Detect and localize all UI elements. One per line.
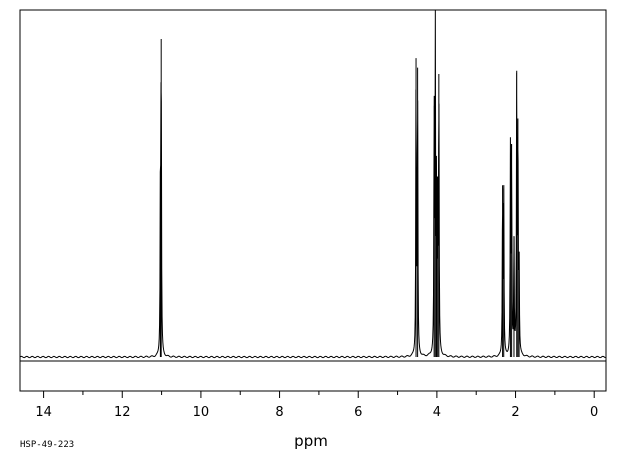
x-tick-label: 2 xyxy=(511,405,519,420)
x-axis-ticks xyxy=(43,391,595,398)
x-tick-label: 0 xyxy=(590,405,598,420)
x-tick-label: 14 xyxy=(35,405,52,420)
x-tick-label: 10 xyxy=(193,405,210,420)
spectrum-trace xyxy=(19,9,607,359)
sample-id-label: HSP-49-223 xyxy=(20,440,74,450)
plot-frame xyxy=(19,9,607,392)
x-tick-label: 8 xyxy=(275,405,283,420)
x-tick-label: 6 xyxy=(354,405,362,420)
x-axis-label: ppm xyxy=(294,432,328,450)
x-tick-label: 4 xyxy=(433,405,441,420)
x-tick-label: 12 xyxy=(114,405,131,420)
x-axis-tick-labels: 14 12 10 8 6 4 2 0 xyxy=(35,405,598,420)
